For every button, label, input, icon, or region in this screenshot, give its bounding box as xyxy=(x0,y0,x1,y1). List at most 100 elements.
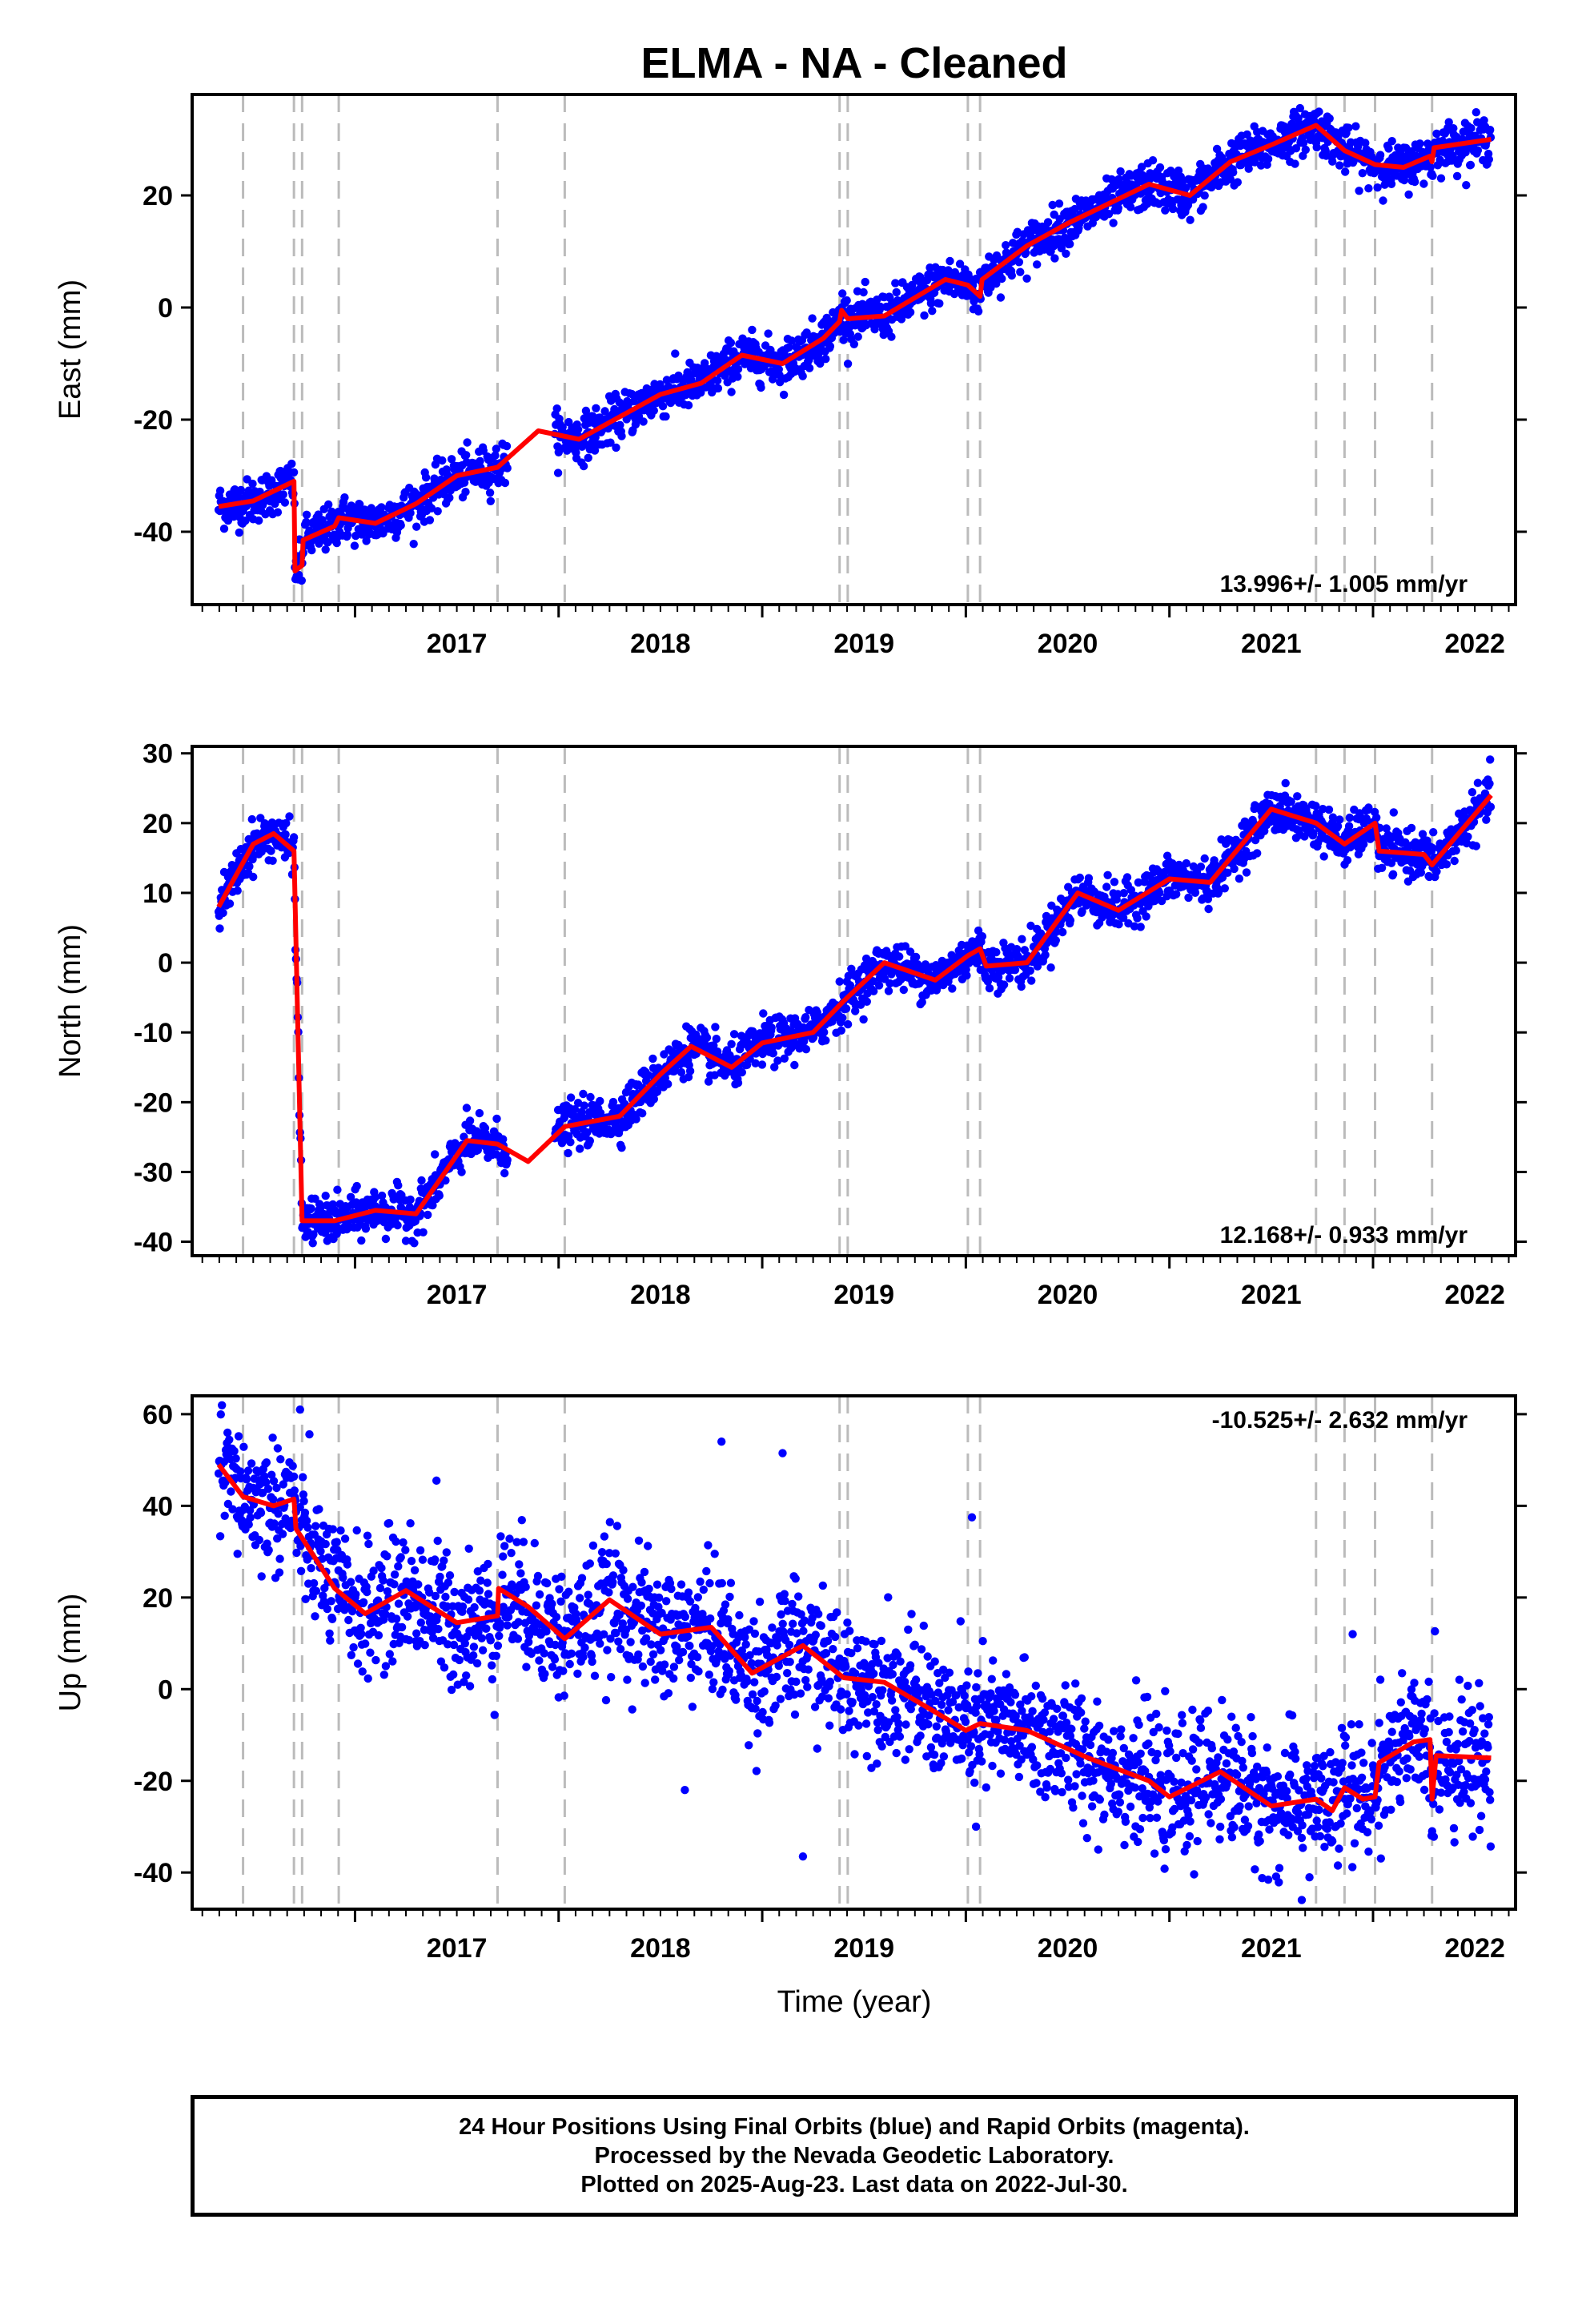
data-point xyxy=(1382,824,1391,833)
data-point xyxy=(350,541,359,550)
data-point xyxy=(1214,887,1223,897)
data-point xyxy=(263,1484,273,1494)
data-point xyxy=(1426,163,1435,171)
data-point xyxy=(235,528,243,537)
data-point xyxy=(1203,895,1213,903)
data-point xyxy=(1462,181,1471,190)
data-point xyxy=(843,1019,853,1029)
data-point xyxy=(363,1531,372,1540)
data-point xyxy=(391,1537,400,1546)
data-point xyxy=(499,1135,508,1144)
y-tick-label: 10 xyxy=(143,879,173,909)
data-point xyxy=(652,1088,662,1096)
data-point xyxy=(385,1650,394,1659)
data-point xyxy=(323,1604,331,1614)
data-point xyxy=(371,1193,379,1202)
data-point xyxy=(780,1054,789,1063)
data-point xyxy=(1312,143,1321,152)
data-point xyxy=(1168,204,1178,214)
data-point xyxy=(1399,175,1409,185)
data-point xyxy=(485,489,495,497)
data-point xyxy=(328,1525,337,1534)
data-point xyxy=(300,1508,310,1518)
data-point xyxy=(985,983,994,993)
data-point xyxy=(303,1523,312,1532)
data-point xyxy=(315,1505,323,1514)
data-point xyxy=(1364,803,1373,812)
data-point xyxy=(290,1486,299,1495)
x-tick-label: 2017 xyxy=(427,629,488,659)
data-point xyxy=(324,500,333,509)
data-point xyxy=(1377,863,1387,873)
data-point xyxy=(268,856,277,866)
data-point xyxy=(255,516,263,525)
data-point xyxy=(234,1432,243,1441)
data-point xyxy=(305,1429,314,1439)
data-point xyxy=(438,456,447,465)
data-point xyxy=(503,464,512,472)
data-point xyxy=(1196,862,1206,871)
data-point xyxy=(236,485,246,495)
data-point xyxy=(242,1475,251,1484)
data-point xyxy=(465,1116,475,1125)
data-point xyxy=(632,1115,640,1124)
data-point xyxy=(357,1236,366,1245)
data-point xyxy=(584,453,592,462)
data-point xyxy=(289,1472,299,1482)
data-point xyxy=(816,359,825,368)
data-point xyxy=(1168,859,1177,868)
data-point xyxy=(1116,167,1125,176)
data-point xyxy=(838,1013,847,1023)
data-point xyxy=(243,1466,253,1475)
data-point xyxy=(1223,868,1232,878)
y-axis-label: North (mm) xyxy=(54,924,87,1078)
data-point xyxy=(445,493,454,502)
data-point xyxy=(1480,789,1490,798)
data-point xyxy=(239,1442,248,1451)
data-point xyxy=(327,1597,335,1606)
data-point xyxy=(502,441,512,451)
data-point xyxy=(1484,155,1494,164)
data-point xyxy=(255,1535,264,1545)
data-point xyxy=(311,1522,320,1530)
data-point xyxy=(364,1539,373,1549)
data-point xyxy=(273,508,283,517)
data-point xyxy=(1142,912,1150,921)
data-point xyxy=(362,537,371,545)
data-point xyxy=(1253,849,1262,858)
y-tick-label: -30 xyxy=(134,1157,173,1188)
data-point xyxy=(1233,178,1243,187)
data-point xyxy=(492,1114,501,1124)
data-point xyxy=(275,1568,284,1577)
data-point xyxy=(299,1473,307,1482)
data-point xyxy=(1218,153,1227,162)
data-point xyxy=(859,1015,868,1024)
data-point xyxy=(1122,873,1132,882)
x-tick-label: 2017 xyxy=(427,1280,488,1310)
data-point xyxy=(247,1459,256,1468)
data-point xyxy=(276,1455,285,1464)
data-point xyxy=(1078,907,1086,916)
data-point xyxy=(388,1657,397,1666)
data-point xyxy=(233,887,242,895)
data-point xyxy=(1161,206,1170,215)
data-point xyxy=(309,1230,318,1239)
data-point xyxy=(410,1239,419,1248)
data-point xyxy=(307,1564,315,1573)
data-point xyxy=(748,325,757,335)
data-point xyxy=(1387,858,1396,867)
data-point xyxy=(394,1181,403,1190)
data-point xyxy=(1235,875,1244,883)
data-point xyxy=(727,388,736,396)
data-point xyxy=(787,336,796,345)
data-point xyxy=(573,425,583,434)
data-point xyxy=(1466,160,1476,170)
data-point xyxy=(1244,164,1253,173)
data-point xyxy=(246,1513,255,1522)
data-point xyxy=(955,259,965,268)
data-point xyxy=(808,314,817,323)
data-point xyxy=(684,400,693,410)
data-point xyxy=(835,977,844,986)
data-point xyxy=(1359,840,1368,849)
